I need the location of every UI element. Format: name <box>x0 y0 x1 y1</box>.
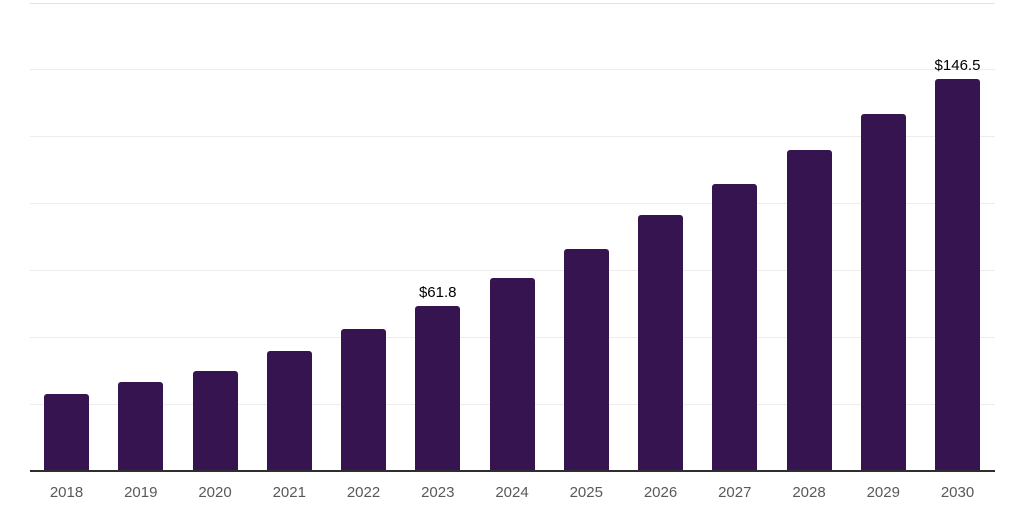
bar-2027 <box>712 183 758 471</box>
bar-2024 <box>489 277 535 471</box>
bar-2025 <box>563 248 609 471</box>
bar-2022 <box>341 329 386 471</box>
x-tick-label-2018: 2018 <box>49 484 84 501</box>
bar-2028 <box>786 150 832 471</box>
x-tick-label-2030: 2030 <box>940 484 975 501</box>
x-tick-label-2025: 2025 <box>569 484 603 501</box>
gridline <box>30 270 995 272</box>
data-label-2030: $146.5 <box>934 56 981 74</box>
gridline <box>30 136 995 138</box>
bar-2019 <box>118 382 164 471</box>
data-label-2023: $61.8 <box>418 283 457 301</box>
bar-2030 <box>935 78 980 471</box>
x-tick-label-2029: 2029 <box>866 484 900 501</box>
x-tick-label-2023: 2023 <box>421 484 455 501</box>
x-tick-label-2024: 2024 <box>495 484 529 501</box>
bar-2018 <box>44 393 89 471</box>
x-axis-line <box>30 470 995 472</box>
bar-2021 <box>266 351 312 471</box>
x-tick-label-2021: 2021 <box>272 484 306 501</box>
gridline <box>30 2 995 4</box>
gridline <box>30 203 995 205</box>
bar-2029 <box>860 113 906 471</box>
bar-2020 <box>192 371 238 471</box>
x-tick-label-2020: 2020 <box>198 484 232 501</box>
x-tick-label-2022: 2022 <box>346 484 381 501</box>
bar-2026 <box>638 215 683 471</box>
x-tick-label-2026: 2026 <box>643 484 678 501</box>
bar-2023 <box>415 305 461 471</box>
x-tick-label-2028: 2028 <box>792 484 826 501</box>
gridline <box>30 69 995 71</box>
x-tick-label-2019: 2019 <box>124 484 158 501</box>
x-tick-label-2027: 2027 <box>718 484 752 501</box>
